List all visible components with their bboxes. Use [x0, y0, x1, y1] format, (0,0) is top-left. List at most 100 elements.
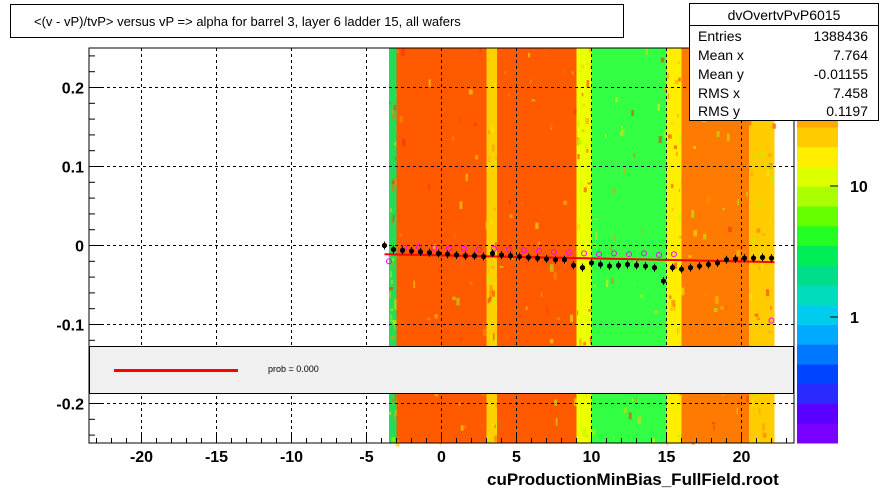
heatmap-texture	[676, 404, 679, 409]
heatmap-texture	[546, 306, 548, 315]
heatmap-texture	[681, 263, 685, 267]
heatmap-texture	[766, 170, 770, 176]
heatmap-texture	[586, 79, 590, 88]
heatmap-texture	[667, 134, 672, 139]
heatmap-texture	[507, 237, 510, 240]
heatmap-texture	[569, 314, 574, 323]
heatmap-texture	[772, 123, 777, 129]
heatmap-texture	[673, 145, 678, 150]
heatmap-texture	[494, 424, 496, 428]
open-marker	[671, 251, 677, 258]
heatmap-texture	[389, 286, 393, 291]
heatmap-texture	[555, 417, 558, 426]
heatmap-texture	[754, 154, 757, 160]
profile-point	[570, 262, 577, 268]
stats-row-rms-x: RMS x 7.458	[698, 85, 868, 101]
heatmap-texture	[765, 289, 770, 297]
heatmap-texture	[563, 200, 568, 205]
profile-point	[768, 255, 775, 261]
heatmap-texture	[737, 199, 739, 206]
heatmap-texture	[725, 305, 729, 310]
heatmap-texture	[593, 283, 596, 288]
heatmap-texture	[717, 327, 721, 332]
heatmap-texture	[459, 337, 463, 341]
heatmap-texture	[679, 134, 681, 142]
heatmap-texture	[392, 108, 394, 117]
color-scale-cell	[797, 186, 838, 207]
stats-row-mean-x: Mean x 7.764	[698, 47, 868, 63]
heatmap-texture	[490, 323, 493, 329]
heatmap-texture	[507, 94, 510, 97]
heatmap-texture	[761, 423, 766, 431]
heatmap-texture	[581, 93, 584, 97]
heatmap-texture	[488, 155, 491, 163]
heatmap-texture	[751, 399, 754, 407]
profile-point	[642, 263, 649, 269]
heatmap-texture	[413, 280, 416, 289]
heatmap-texture	[468, 89, 473, 95]
heatmap-texture	[394, 323, 396, 330]
heatmap-texture	[624, 407, 627, 414]
title-box: <(v - vP)/tvP> versus vP => alpha for ba…	[10, 4, 624, 38]
x-tick-label: 10	[583, 449, 601, 466]
heatmap-texture	[396, 50, 400, 53]
heatmap-texture	[487, 298, 490, 304]
heatmap-texture	[562, 68, 565, 75]
heatmap-texture	[393, 104, 397, 111]
heatmap-texture	[577, 310, 579, 316]
heatmap-texture	[760, 151, 765, 157]
heatmap-texture	[754, 313, 759, 317]
heatmap-texture	[756, 228, 761, 233]
heatmap-texture	[678, 214, 681, 222]
heatmap-texture	[667, 93, 669, 100]
profile-point	[543, 256, 550, 262]
open-marker	[641, 250, 647, 257]
heatmap-texture	[678, 235, 683, 239]
profile-point	[741, 255, 748, 261]
heatmap-texture	[645, 48, 648, 56]
heatmap-texture	[541, 292, 543, 297]
heatmap-texture	[394, 299, 398, 303]
profile-point	[498, 252, 505, 258]
heatmap-texture	[591, 429, 596, 436]
color-scale-cell	[797, 423, 838, 444]
heatmap-texture	[620, 129, 625, 136]
heatmap-texture	[750, 171, 753, 177]
heatmap-texture	[759, 203, 762, 207]
heatmap-texture	[511, 257, 514, 260]
heatmap-texture	[594, 218, 598, 221]
heatmap-texture	[584, 318, 589, 323]
open-marker	[386, 258, 392, 265]
heatmap-texture	[633, 282, 635, 286]
heatmap-texture	[490, 260, 494, 266]
heatmap-texture	[573, 398, 578, 406]
y-tick-label: 0	[75, 239, 84, 256]
heatmap-texture	[509, 214, 513, 218]
heatmap-texture	[549, 339, 554, 344]
heatmap-texture	[545, 50, 548, 57]
heatmap-texture	[390, 335, 395, 340]
heatmap-texture	[673, 303, 676, 311]
heatmap-texture	[392, 214, 395, 222]
profile-point	[678, 266, 685, 272]
fit-legend-line	[114, 369, 238, 372]
heatmap-texture	[768, 164, 772, 171]
stats-label: Entries	[698, 28, 742, 44]
heatmap-texture	[492, 333, 495, 341]
heatmap-texture	[691, 209, 695, 218]
color-scale-cell	[797, 304, 838, 325]
heatmap-texture	[676, 328, 679, 335]
profile-point	[534, 255, 541, 261]
heatmap-texture	[462, 425, 467, 429]
heatmap-texture	[392, 113, 396, 119]
heatmap-texture	[460, 259, 463, 267]
heatmap-texture	[487, 109, 489, 115]
heatmap-texture	[460, 425, 464, 431]
profile-point	[390, 246, 397, 253]
color-scale-cell	[797, 127, 838, 148]
heatmap-texture	[439, 137, 441, 140]
heatmap-texture	[527, 52, 531, 58]
heatmap-texture	[670, 145, 673, 152]
heatmap-texture	[493, 338, 497, 345]
heatmap-texture	[488, 130, 490, 135]
